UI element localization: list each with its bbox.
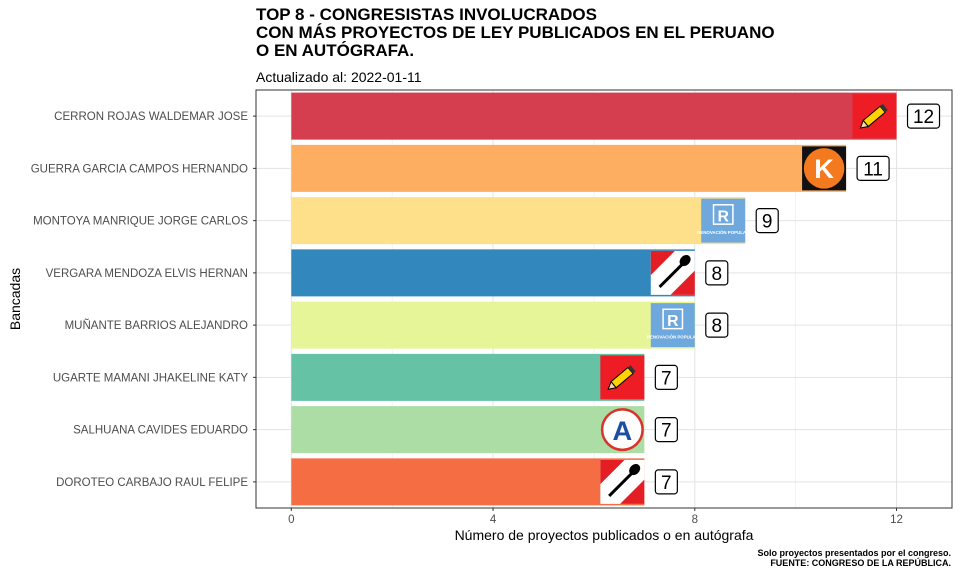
value-labels: 12 11 9 8 8 7 7 7: [654, 103, 941, 495]
shovel-blade: [629, 464, 641, 476]
renovacion-logo-text: RENOVACIÓN POPULAR: [697, 230, 750, 235]
y-tick-label: CERRON ROJAS WALDEMAR JOSE: [54, 111, 248, 123]
chart-subtitle: Actualizado al: 2022-01-11: [256, 69, 422, 85]
pencil-logo: [852, 94, 897, 139]
value-label-box: [705, 260, 729, 286]
y-axis: CERRON ROJAS WALDEMAR JOSE GUERRA GARCIA …: [31, 111, 256, 489]
y-tick-label: UGARTE MAMANI JHAKELINE KATY: [53, 372, 248, 384]
chart-caption: Solo proyectos presentados por el congre…: [757, 548, 951, 568]
value-label: 7: [654, 469, 678, 495]
bar: [291, 144, 847, 192]
chart-title-line-3: O EN AUTÓGRAFA.: [256, 41, 415, 60]
x-tick-label: 4: [490, 514, 497, 526]
renovacion-logo-frame: [662, 308, 684, 330]
bar: [291, 458, 645, 506]
value-label-text: 8: [711, 264, 722, 285]
pencil-eraser: [880, 104, 888, 113]
y-tick-label: VERGARA MENDOZA ELVIS HERNAN: [46, 268, 248, 280]
renovacion-logo-bg: [650, 303, 695, 348]
bar: [291, 92, 897, 140]
y-tick-label: SALHUANA CAVIDES EDUARDO: [73, 425, 248, 437]
x-tick-label: 8: [692, 514, 698, 526]
pencil-eraser: [627, 365, 636, 374]
shovel-handle: [658, 263, 684, 289]
renovacion-logo-bg: [701, 198, 746, 243]
x-tick-label: 0: [288, 514, 294, 526]
a-logo-circle: [600, 408, 644, 452]
x-axis: 0 4 8 12: [288, 508, 903, 526]
bar: [291, 406, 645, 454]
value-label: 7: [654, 364, 678, 390]
value-label: 7: [654, 417, 678, 443]
shovel-logo: [650, 250, 695, 295]
pencil-shape: [607, 365, 636, 390]
renovacion-logo-letter: R: [717, 209, 729, 226]
caption-line-2: FUENTE: CONGRESO DE LA REPÚBLICA.: [770, 558, 951, 568]
value-label-box: [755, 208, 779, 234]
y-tick-label: MONTOYA MANRIQUE JORGE CARLOS: [33, 216, 248, 228]
value-label-box: [654, 417, 678, 443]
shovel-blade: [679, 255, 691, 267]
renovacion-logo: R RENOVACIÓN POPULAR: [647, 303, 700, 348]
a-logo: A: [600, 408, 644, 452]
pencil-tip: [607, 380, 618, 390]
value-label: 12: [906, 103, 941, 129]
shovel-logo-red-top: [600, 459, 625, 485]
value-label-text: 7: [661, 421, 672, 442]
caption-line-1: Solo proyectos presentados por el congre…: [757, 548, 951, 558]
value-label: 9: [755, 208, 779, 234]
y-tick-label: GUERRA GARCIA CAMPOS HERNANDO: [31, 163, 248, 175]
renovacion-logo-text: RENOVACIÓN POPULAR: [647, 334, 700, 339]
value-label-text: 12: [913, 107, 934, 128]
value-label-box: [654, 364, 678, 390]
shovel-logo-red-top: [650, 250, 675, 276]
bar: [291, 301, 695, 349]
value-label-text: 7: [661, 473, 672, 494]
value-label-box: [856, 155, 890, 181]
chart-title-line-2: CON MÁS PROYECTOS DE LEY PUBLICADOS EN E…: [256, 23, 775, 42]
pencil-shape: [859, 104, 888, 129]
value-label: 8: [705, 260, 729, 286]
shovel-logo-red-bottom: [670, 270, 695, 295]
y-tick-label: MUÑANTE BARRIOS ALEJANDRO: [65, 319, 248, 332]
value-label-text: 7: [661, 368, 672, 389]
bar: [291, 197, 746, 245]
value-label-text: 9: [762, 212, 773, 233]
shovel-handle: [608, 472, 634, 498]
chart-title-line-1: TOP 8 - CONGRESISTAS INVOLUCRADOS: [256, 5, 597, 24]
k-logo: K: [802, 146, 847, 191]
bar: [291, 353, 645, 401]
value-label-text: 11: [863, 159, 883, 180]
k-logo-letter: K: [814, 153, 834, 184]
pencil-logo: [600, 355, 645, 400]
a-logo-letter: A: [612, 415, 632, 446]
y-tick-label: DOROTEO CARBAJO RAUL FELIPE: [56, 477, 248, 489]
value-label-text: 8: [711, 316, 722, 337]
chart-title: TOP 8 - CONGRESISTAS INVOLUCRADOS CON MÁ…: [256, 6, 775, 60]
shovel-logo: [600, 459, 645, 504]
bar: [291, 249, 695, 297]
value-label-box: [705, 312, 729, 338]
value-label-box: [654, 469, 678, 495]
x-tick-label: 12: [890, 514, 903, 526]
value-label: 11: [856, 155, 890, 181]
pencil-tip: [859, 119, 870, 129]
x-axis-title: Número de proyectos publicados o en autó…: [455, 527, 754, 543]
y-axis-title: Bancadas: [7, 268, 23, 330]
renovacion-logo-frame: [712, 204, 734, 225]
party-logos: K R RENOVACIÓN POPULAR R RENOVACIÓN POPULAR A: [600, 94, 897, 504]
shovel-logo-red-bottom: [620, 479, 645, 504]
value-label-box: [906, 103, 941, 129]
k-logo-circle: [803, 148, 845, 189]
value-label: 8: [705, 312, 729, 338]
renovacion-logo: R RENOVACIÓN POPULAR: [697, 198, 750, 243]
renovacion-logo-letter: R: [667, 313, 679, 330]
panel-border: [255, 89, 953, 509]
bars: [291, 92, 897, 506]
